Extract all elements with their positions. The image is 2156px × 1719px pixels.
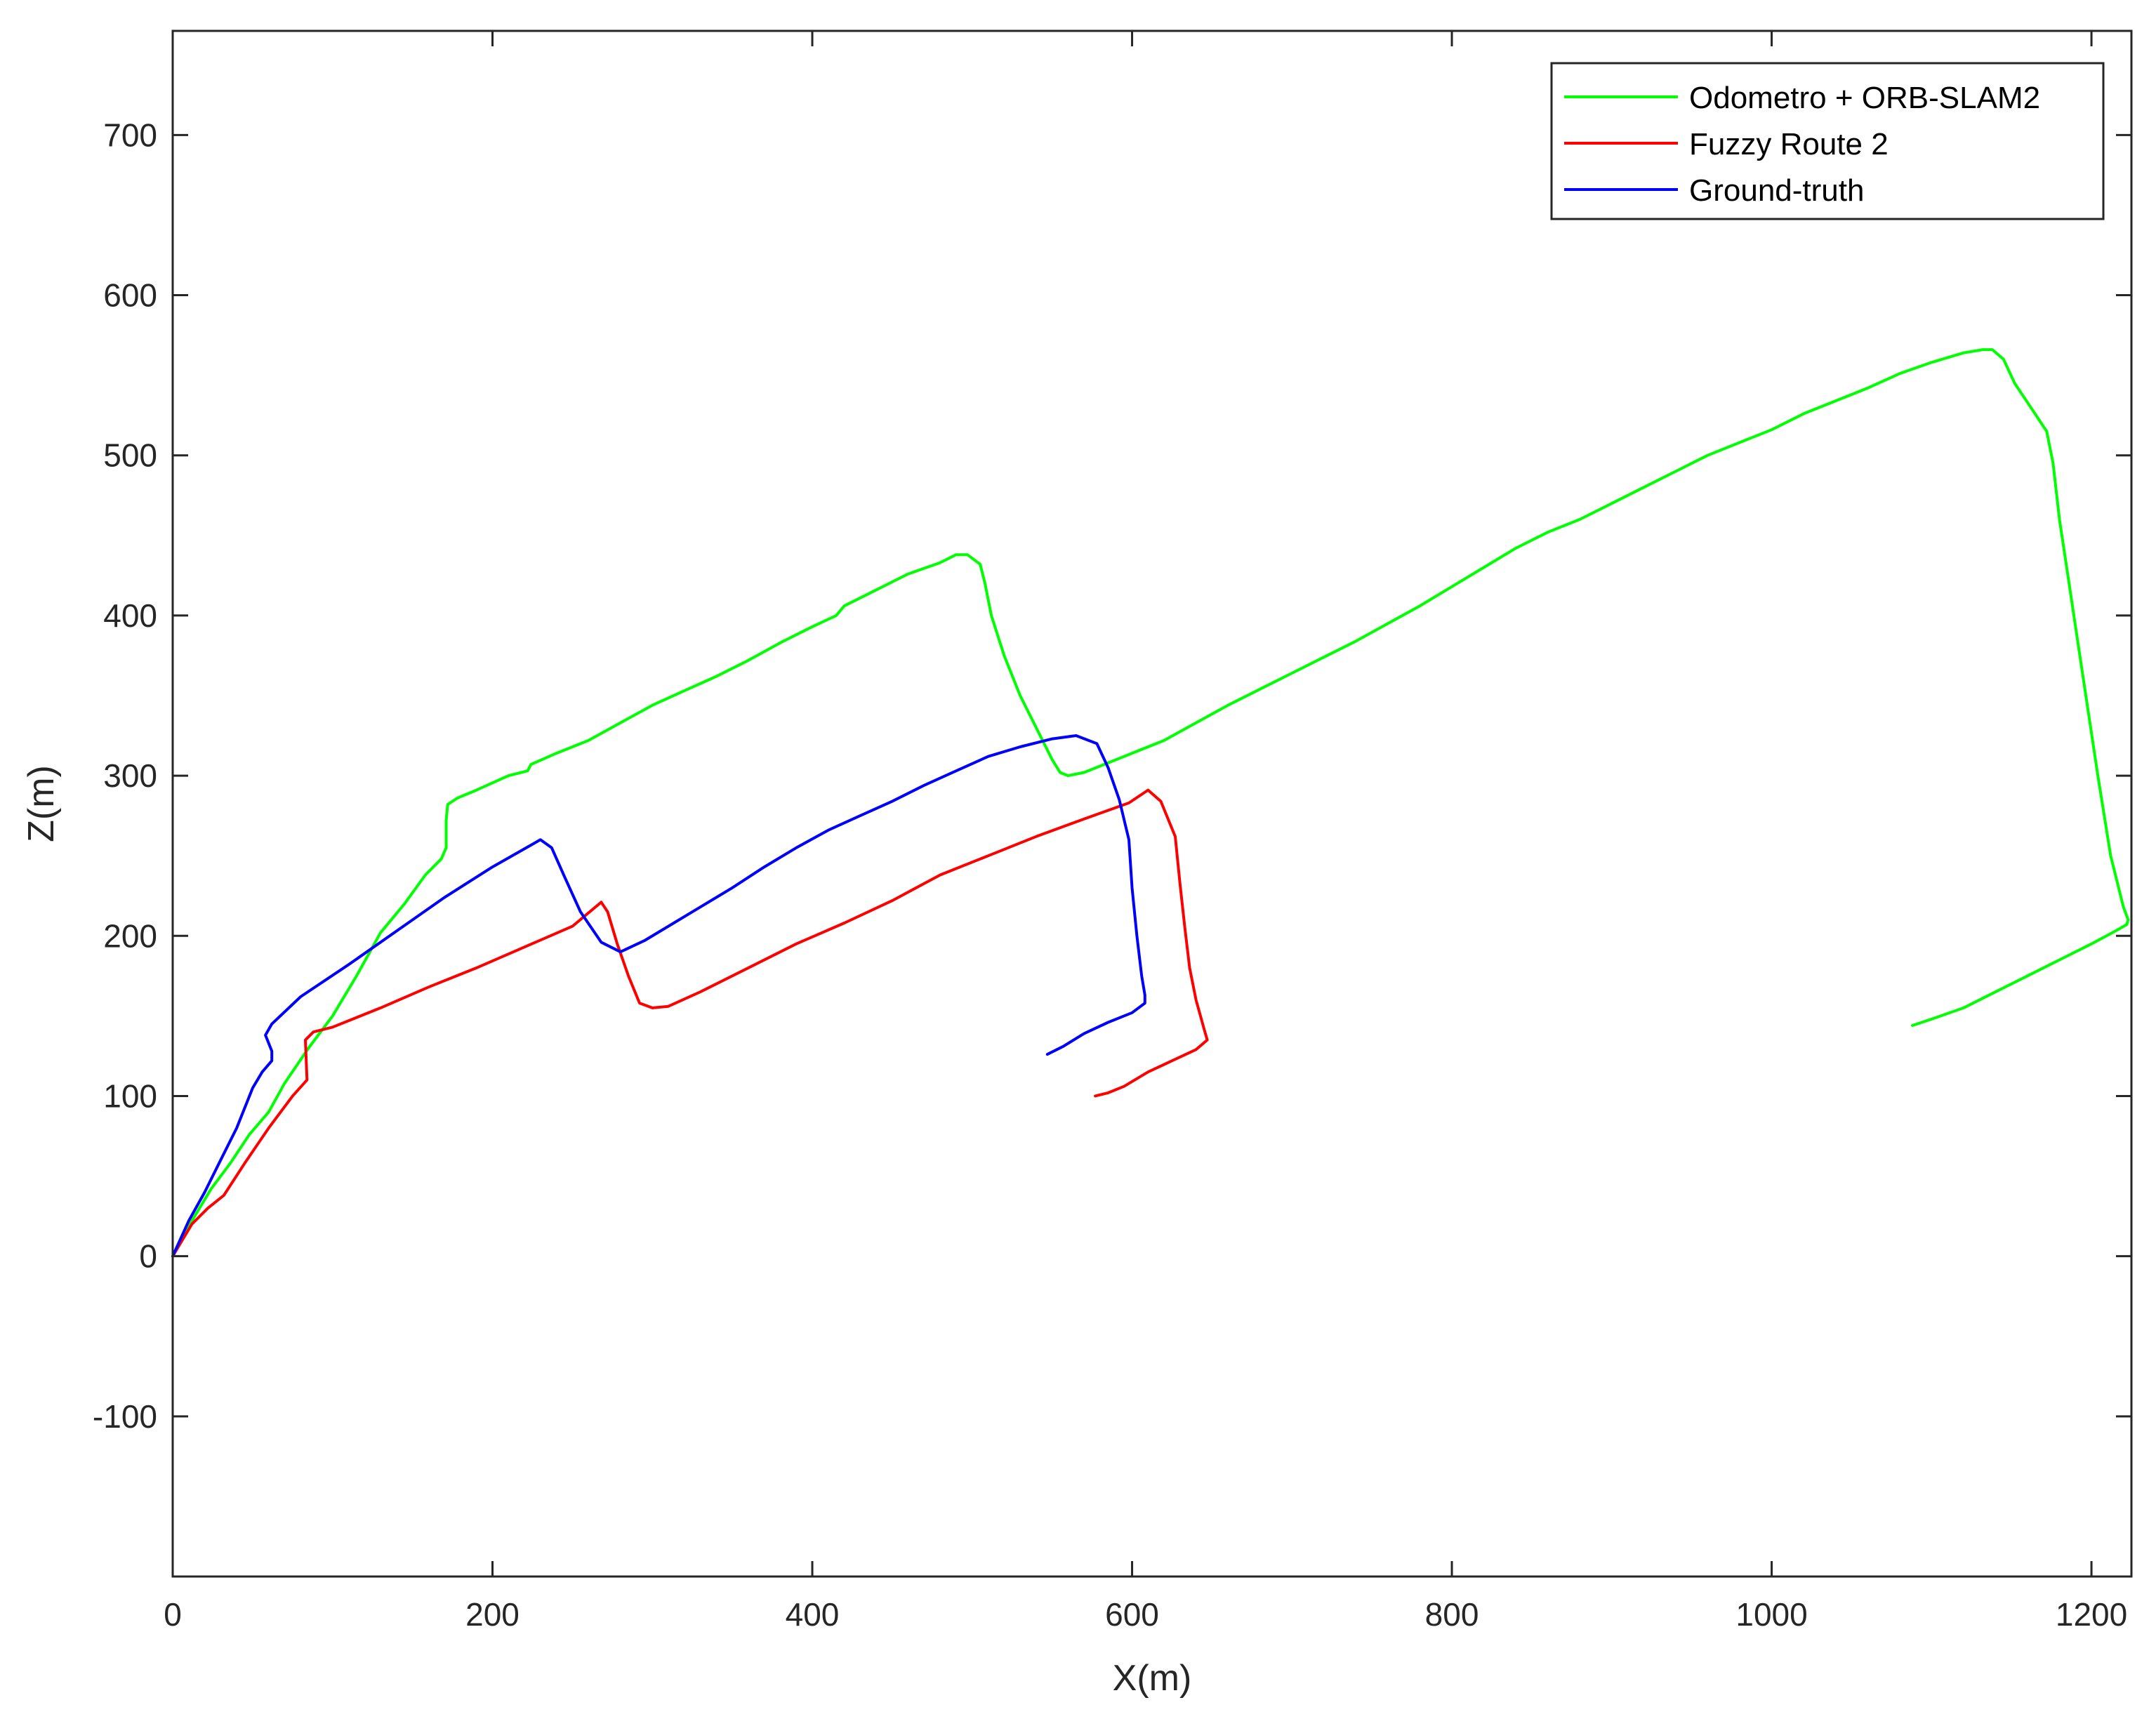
y-tick-label: 500 xyxy=(103,437,157,474)
x-tick-label: 1000 xyxy=(1735,1596,1807,1633)
series-layer xyxy=(171,348,2130,1258)
legend-label-3: Ground-truth xyxy=(1689,173,1864,208)
x-tick-label: 0 xyxy=(164,1596,182,1633)
series-line-1 xyxy=(171,348,2130,1258)
y-tick-label: 200 xyxy=(103,917,157,954)
tick-layer: 0 200 400 600 800 1000 1200 -100 0 100 200 300 400 50… xyxy=(93,31,2131,1633)
x-tick-label: 200 xyxy=(465,1596,520,1633)
axes-box xyxy=(171,29,2133,1578)
legend-box xyxy=(1550,62,2105,220)
series-line-3 xyxy=(171,734,1146,1258)
y-tick-label: -100 xyxy=(93,1398,157,1435)
y-tick-label: 0 xyxy=(139,1238,157,1275)
y-tick-label: 300 xyxy=(103,757,157,794)
y-tick-label: 400 xyxy=(103,597,157,634)
series-line-2 xyxy=(171,788,1209,1258)
y-axis-label: Z(m) xyxy=(21,765,62,842)
legend: Odometro + ORB-SLAM2 Fuzzy Route 2 Ground-… xyxy=(1550,62,2105,220)
y-tick-label: 700 xyxy=(103,117,157,153)
axes-area xyxy=(173,31,2131,1577)
y-tick-label: 600 xyxy=(103,277,157,314)
x-tick-label: 800 xyxy=(1425,1596,1479,1633)
x-tick-label: 400 xyxy=(786,1596,840,1633)
x-tick-label: 600 xyxy=(1105,1596,1159,1633)
y-tick-label: 100 xyxy=(103,1077,157,1114)
x-tick-label: 1200 xyxy=(2056,1596,2127,1633)
x-axis-label: X(m) xyxy=(1113,1658,1192,1699)
legend-label-2: Fuzzy Route 2 xyxy=(1689,127,1889,161)
legend-label-1: Odometro + ORB-SLAM2 xyxy=(1689,81,2040,115)
